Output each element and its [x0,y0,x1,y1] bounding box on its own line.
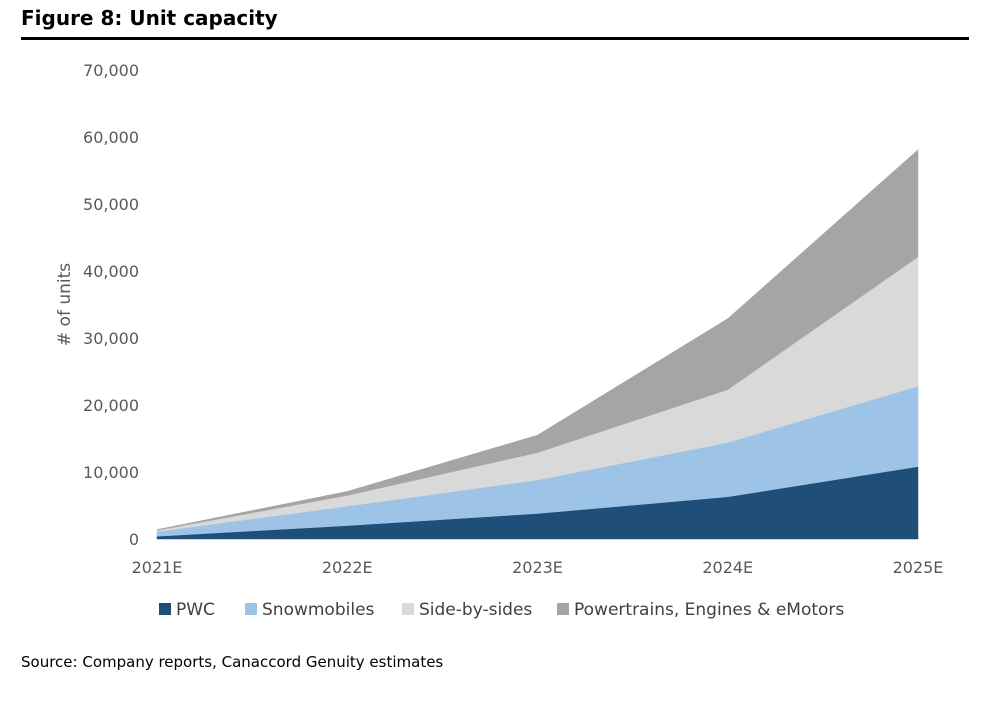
y-tick-label: 40,000 [83,262,139,281]
x-tick-label: 2025E [893,558,944,577]
y-tick-label: 70,000 [83,61,139,80]
figure-title: Figure 8: Unit capacity [21,6,278,30]
area-chart: 0 10,000 20,000 30,000 40,000 50,000 60,000 70,… [55,61,944,620]
legend-swatch [402,603,414,615]
y-axis-label: # of units [55,263,75,346]
legend-label: Powertrains, Engines & eMotors [574,600,844,620]
y-tick-label: 10,000 [83,463,139,482]
x-axis-ticks: 2021E 2022E 2023E 2024E 2025E [132,558,944,577]
legend: PWC Snowmobiles Side-by-sides Powertrains, … [159,600,844,620]
legend-label: Side-by-sides [419,600,532,620]
chart-areas [156,149,919,540]
source-note: Source: Company reports, Canaccord Genui… [21,653,444,671]
legend-swatch [245,603,257,615]
title-rule [21,37,969,40]
legend-swatch [159,603,171,615]
x-tick-label: 2021E [132,558,183,577]
x-tick-label: 2023E [512,558,563,577]
y-tick-label: 50,000 [83,195,139,214]
legend-swatch [557,603,569,615]
area-series-3 [156,149,919,531]
x-tick-label: 2024E [702,558,753,577]
legend-label: Snowmobiles [262,600,375,620]
x-tick-label: 2022E [322,558,373,577]
y-axis-ticks: 0 10,000 20,000 30,000 40,000 50,000 60,000 70,… [83,61,139,549]
y-tick-label: 20,000 [83,396,139,415]
legend-label: PWC [176,600,215,620]
y-tick-label: 0 [129,530,139,549]
y-tick-label: 30,000 [83,329,139,348]
y-tick-label: 60,000 [83,128,139,147]
